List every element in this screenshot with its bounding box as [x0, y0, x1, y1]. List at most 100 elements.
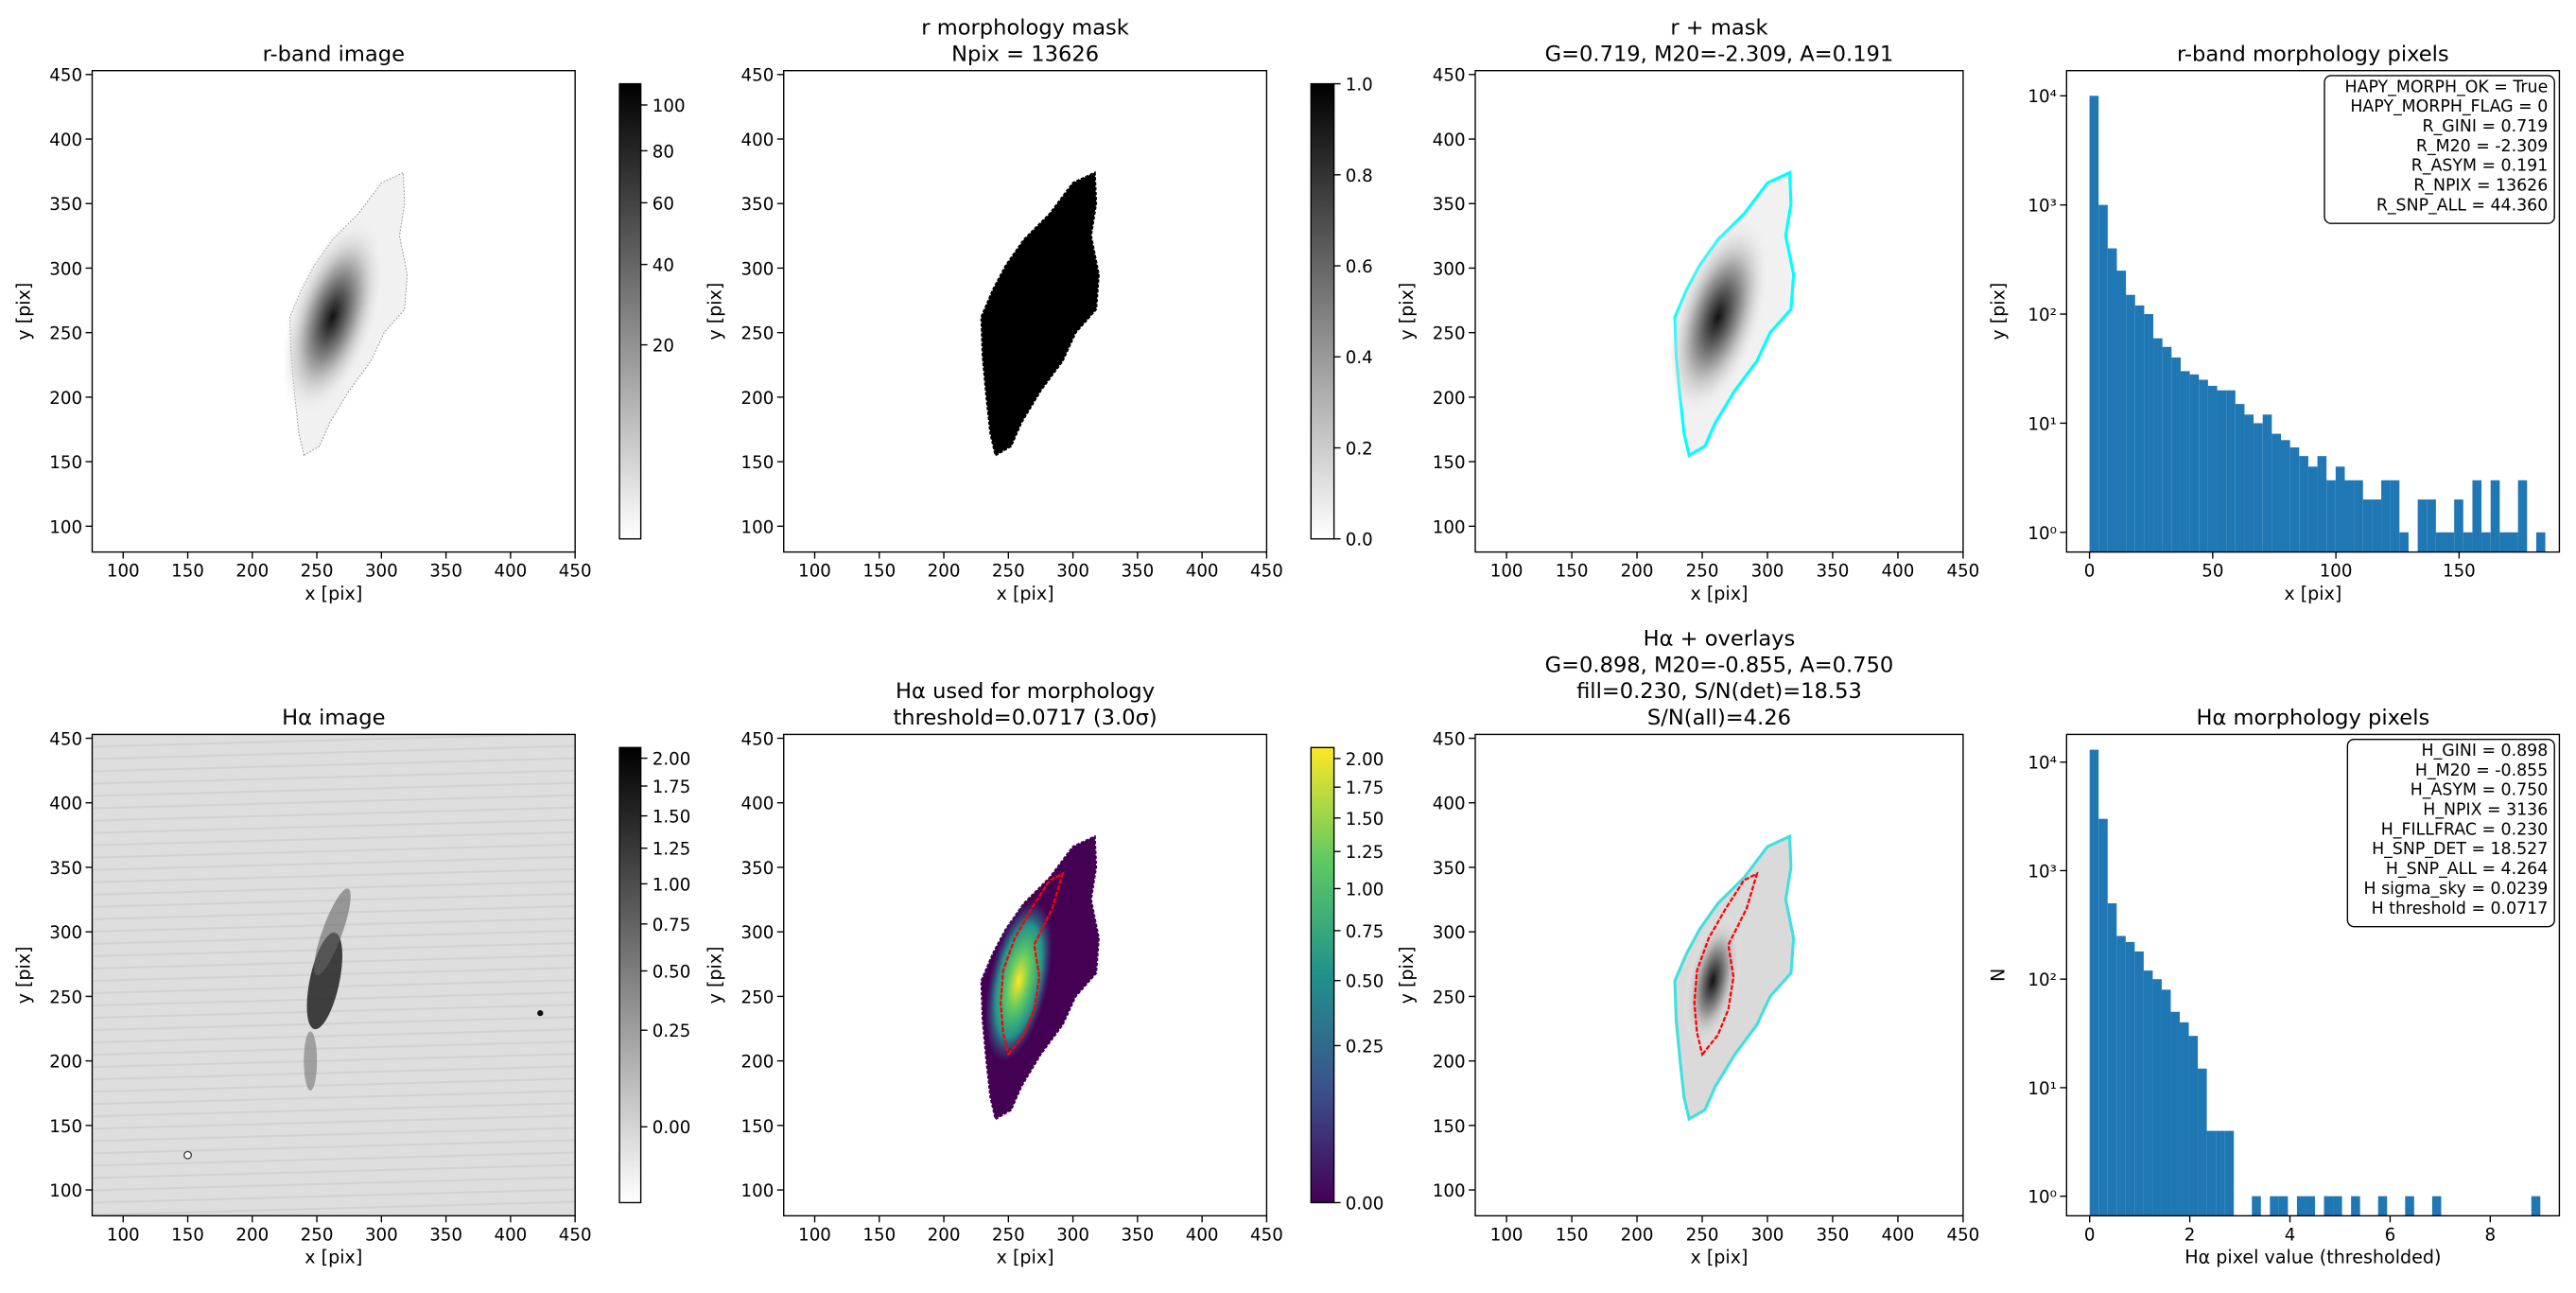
y-axis-label: y [pix] [705, 283, 726, 341]
text-box-line: H_M20 = -0.855 [2415, 761, 2548, 780]
ha-contour [1000, 871, 1065, 1057]
sky-noise [92, 781, 576, 797]
x-tick-label: 2 [2184, 1225, 2196, 1245]
panel-title: r morphology mask [921, 15, 1130, 40]
bar [2170, 1011, 2181, 1216]
x-tick-label: 150 [2443, 562, 2476, 582]
x-axis-label: x [pix] [305, 1247, 362, 1268]
colorbar-tick-label: 0.2 [1346, 439, 1373, 459]
bar [2171, 357, 2181, 552]
colorbar [1310, 82, 1335, 540]
x-axis-label: x [pix] [305, 583, 362, 604]
x-tick-label: 100 [798, 562, 831, 582]
y-tick-label: 100 [741, 1181, 775, 1201]
x-tick-label: 200 [235, 562, 269, 582]
bar [2235, 404, 2245, 552]
text-box-line: R_ASYM = 0.191 [2411, 157, 2549, 176]
sky-noise [92, 806, 576, 822]
sky-noise [92, 1077, 576, 1093]
bar [2354, 480, 2363, 552]
colorbar-tick-label: 1.75 [653, 778, 691, 797]
x-tick-label: 100 [1490, 562, 1523, 582]
colorbar-tick-label: 1.00 [653, 875, 691, 895]
x-tick-label: 250 [301, 1225, 334, 1245]
x-tick-label: 250 [992, 562, 1025, 582]
y-tick-label: 400 [49, 795, 82, 814]
x-tick-label: 400 [1186, 1225, 1219, 1245]
bar [2188, 1036, 2199, 1216]
bar [2152, 979, 2162, 1216]
panel: 100 150 200 250 300 350 400 450 100 150 200 250 300 3… [1396, 15, 1979, 604]
bar [2116, 935, 2126, 1216]
sky-noise [92, 769, 576, 785]
x-tick-label: 350 [1121, 562, 1154, 582]
bar [2252, 1196, 2261, 1216]
ha-emission [304, 1031, 318, 1091]
bar [2116, 271, 2127, 552]
x-tick-label: 150 [171, 562, 204, 582]
x-axis-label: x [pix] [1690, 583, 1748, 604]
bar [2427, 499, 2436, 552]
plot-area [281, 171, 409, 457]
text-box-line: H sigma_sky = 0.0239 [2363, 880, 2548, 899]
sky-noise [92, 1114, 576, 1130]
y-axis-label: y [pix] [12, 946, 34, 1004]
sky-noise [92, 794, 576, 810]
bar [2463, 532, 2473, 552]
bar [2262, 414, 2272, 552]
bar [2307, 466, 2318, 552]
sky-noise [92, 1139, 576, 1155]
colorbar-tick-label: 0.4 [1346, 348, 1373, 368]
bar [2271, 433, 2282, 552]
galaxy-core [1682, 913, 1743, 1049]
colorbar-tick-label: 0.6 [1346, 257, 1373, 277]
panel-title: Hα + overlays [1644, 627, 1796, 652]
colorbar-tick-label: 2.00 [1346, 750, 1384, 770]
colorbar-tick-label: 0.00 [1346, 1194, 1384, 1214]
x-tick-label: 100 [2320, 562, 2353, 582]
colorbar-tick-label: 0.25 [1346, 1037, 1384, 1057]
y-tick-label: 250 [1433, 987, 1466, 1007]
bar [2107, 248, 2117, 552]
bar [2198, 1068, 2207, 1216]
y-tick-label: 450 [1433, 66, 1466, 86]
colorbar [618, 746, 642, 1204]
panel: 100 150 200 250 300 350 400 450 100 150 200 250 300 3… [1396, 627, 1979, 1268]
bar [2324, 1196, 2334, 1216]
bar [2098, 204, 2108, 552]
y-tick-label: 200 [1433, 389, 1466, 409]
bar [2431, 1196, 2442, 1216]
bar [2270, 1196, 2279, 1216]
text-box-line: R_GINI = 0.719 [2423, 117, 2549, 136]
y-tick-label: 250 [741, 324, 775, 344]
x-tick-label: 6 [2385, 1225, 2396, 1245]
text-box-line: H_GINI = 0.898 [2422, 742, 2549, 760]
y-axis-label: y [pix] [1987, 283, 2009, 341]
y-tick-label: 150 [49, 1117, 82, 1137]
x-tick-label: 0 [2084, 562, 2096, 582]
x-tick-label: 450 [1250, 562, 1283, 582]
plot-area [2089, 96, 2546, 552]
bar [2125, 941, 2135, 1216]
bar [2134, 305, 2145, 552]
bar [2499, 532, 2510, 552]
y-tick-label: 350 [741, 859, 775, 879]
x-tick-label: 200 [928, 562, 961, 582]
bar [2289, 447, 2300, 552]
y-tick-label: 150 [49, 453, 82, 473]
bar [2377, 1196, 2388, 1216]
y-tick-label: 450 [49, 729, 82, 749]
y-tick-label: 350 [741, 195, 775, 215]
colorbar-tick-label: 1.25 [1346, 843, 1384, 863]
bar [2224, 1130, 2235, 1216]
bar [2306, 1196, 2315, 1216]
bar [2335, 466, 2345, 552]
x-tick-label: 300 [365, 562, 398, 582]
colorbar-tick-label: 1.75 [1346, 778, 1384, 798]
colorbar [1310, 746, 1335, 1204]
bar [2199, 379, 2208, 552]
x-axis-label: x [pix] [1690, 1247, 1748, 1268]
text-box-line: H_SNP_DET = 18.527 [2372, 840, 2548, 859]
